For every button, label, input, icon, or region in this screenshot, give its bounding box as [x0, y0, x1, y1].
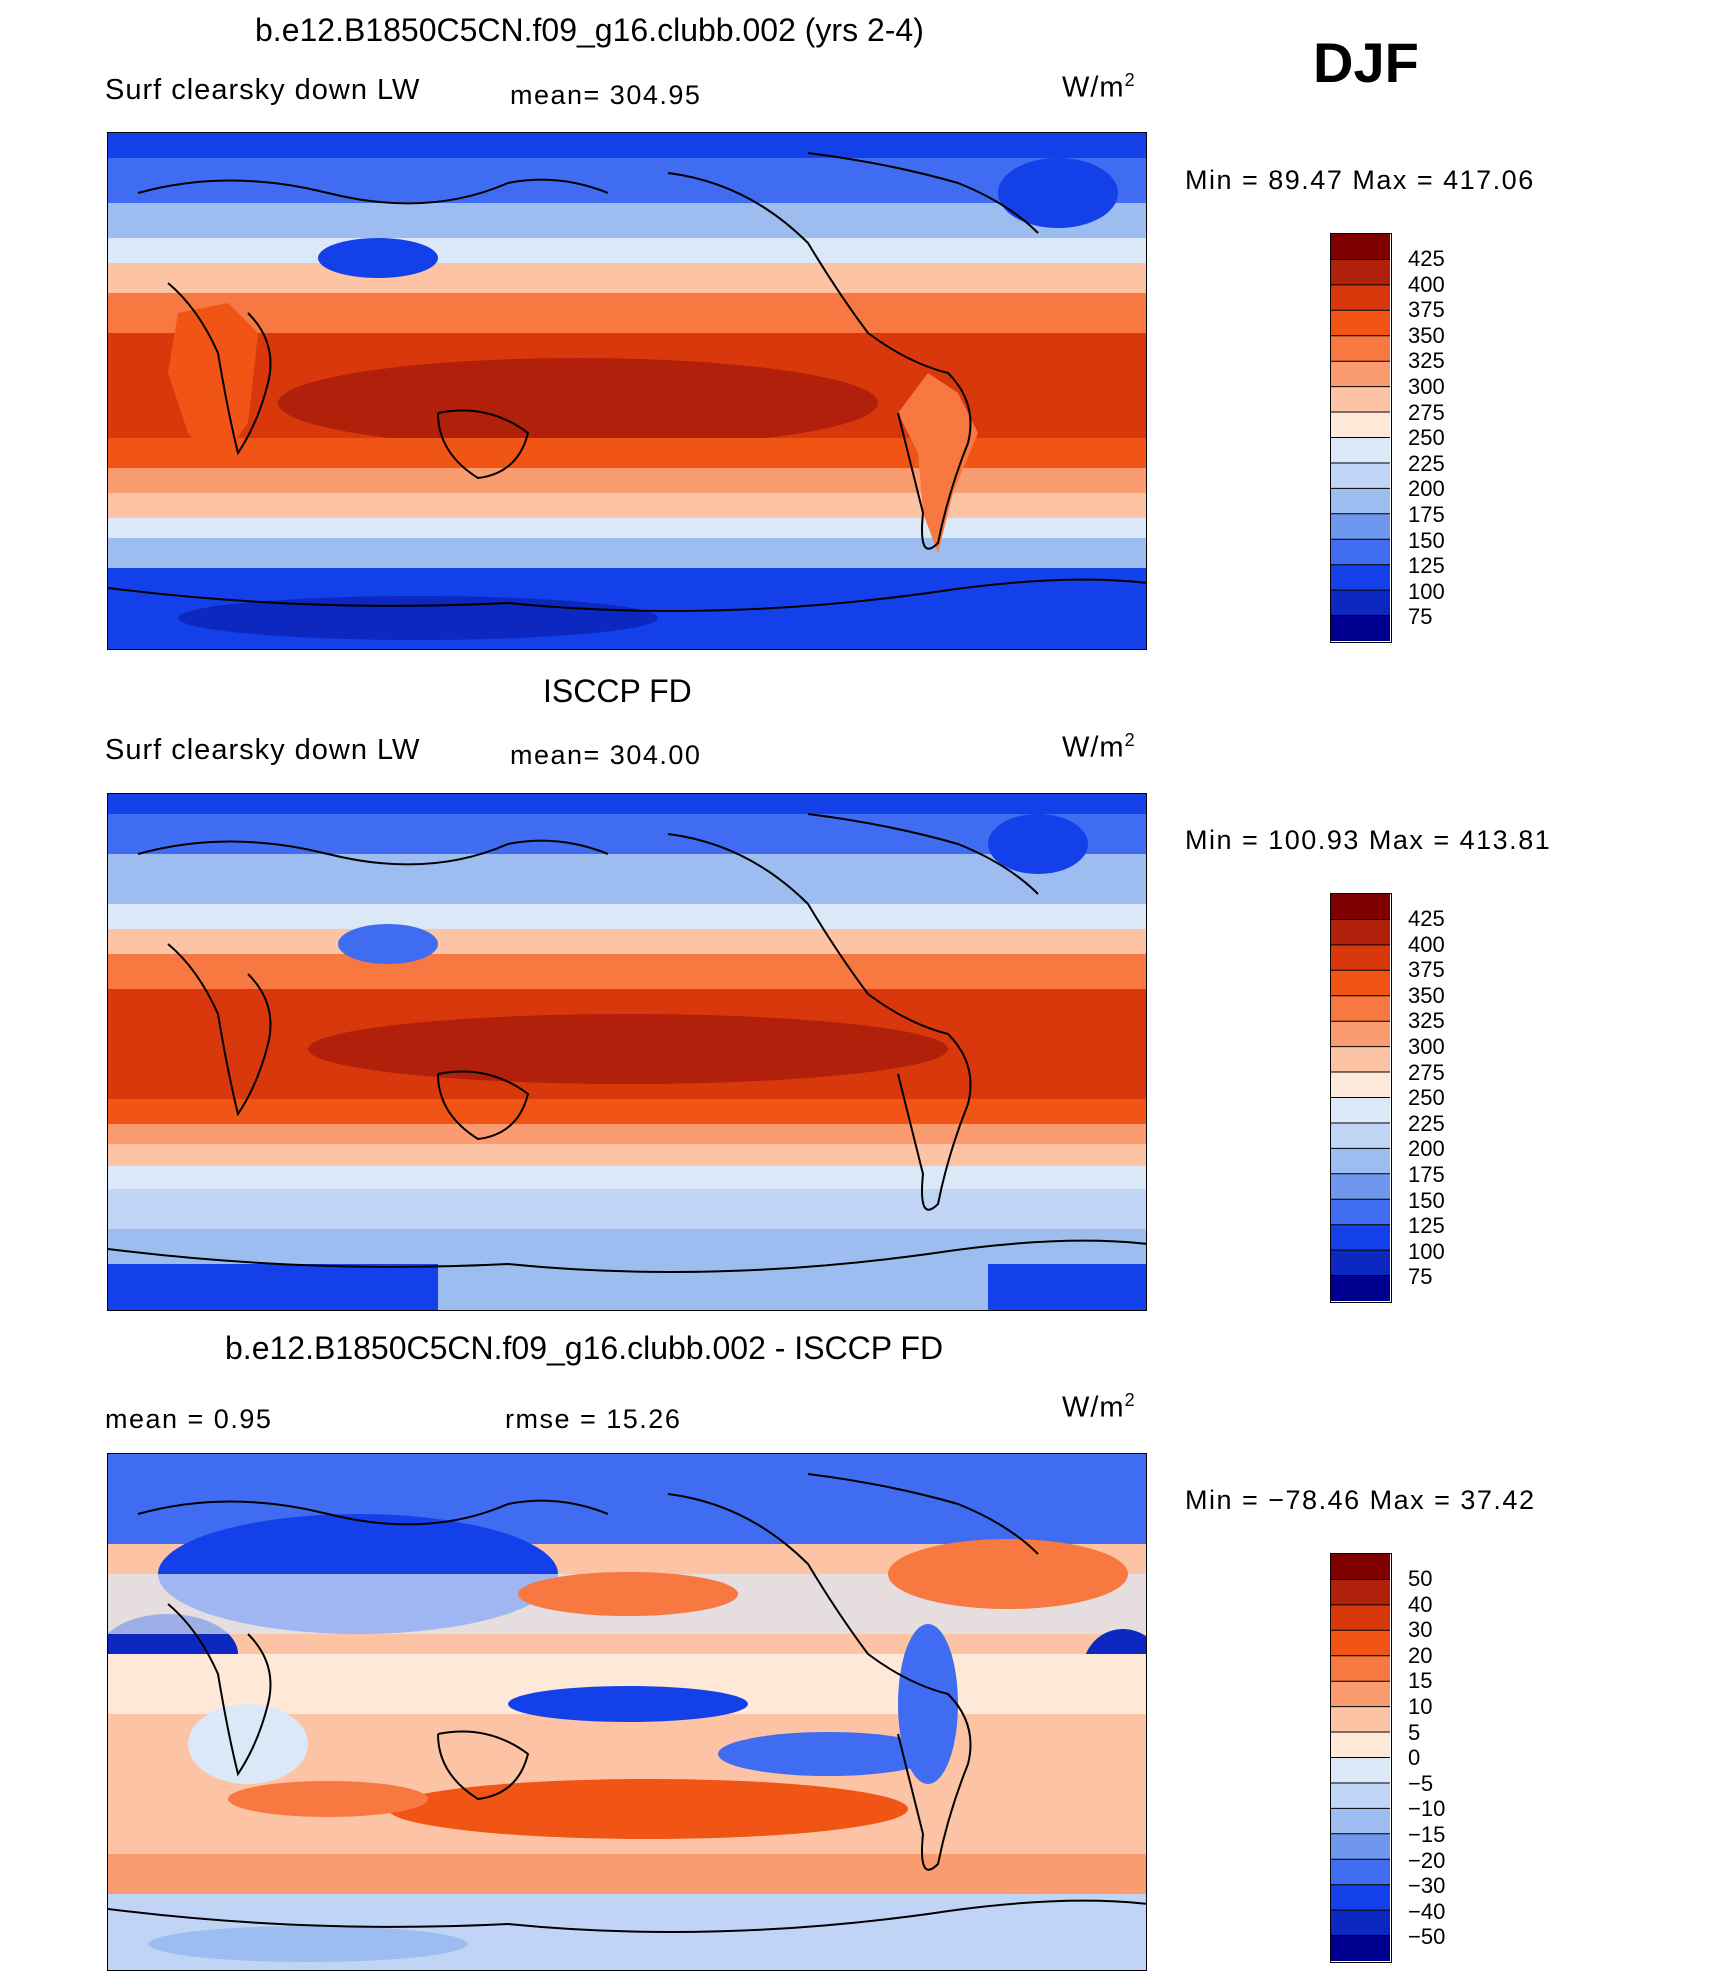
- colorbar-swatch: [1331, 1935, 1390, 1961]
- colorbar-swatch: [1331, 970, 1390, 997]
- panel1-colorbar: [1330, 233, 1392, 643]
- colorbar-swatch: [1331, 1655, 1390, 1682]
- colorbar-swatch: [1331, 1173, 1390, 1200]
- colorbar-swatch: [1331, 335, 1390, 362]
- colorbar-swatch: [1331, 1630, 1390, 1657]
- colorbar-swatch: [1331, 995, 1390, 1022]
- panel2-map-svg: [108, 794, 1146, 1310]
- colorbar-swatch: [1331, 259, 1390, 286]
- panel3-rmse: rmse = 15.26: [505, 1404, 682, 1434]
- colorbar-swatch: [1331, 1910, 1390, 1937]
- colorbar-swatch: [1331, 615, 1390, 641]
- panel1-variable: Surf clearsky down LW: [105, 74, 421, 106]
- colorbar-swatch: [1331, 1808, 1390, 1835]
- colorbar-swatch: [1331, 1604, 1390, 1631]
- panel3-mean: mean = 0.95: [105, 1404, 273, 1434]
- colorbar-swatch: [1331, 1884, 1390, 1911]
- colorbar-swatch: [1331, 1757, 1390, 1784]
- colorbar-swatch: [1331, 590, 1390, 617]
- panel3-map-svg: [108, 1454, 1146, 1970]
- colorbar-swatch: [1331, 1732, 1390, 1758]
- panel1-title: b.e12.B1850C5CN.f09_g16.clubb.002 (yrs 2…: [255, 12, 924, 48]
- colorbar-swatch: [1331, 488, 1390, 515]
- panel2-colorbar-labels: 425 400 375 350 325 300 275 250 225 200 175 15…: [1408, 906, 1445, 1290]
- colorbar-swatch: [1331, 1706, 1390, 1733]
- colorbar-swatch: [1331, 513, 1390, 540]
- panel2-mean: mean= 304.00: [510, 740, 702, 770]
- colorbar-swatch: [1331, 462, 1390, 489]
- colorbar-swatch: [1331, 1859, 1390, 1886]
- colorbar-swatch: [1331, 1579, 1390, 1606]
- panel2-minmax: Min = 100.93 Max = 413.81: [1185, 825, 1552, 855]
- colorbar-swatch: [1331, 1833, 1390, 1860]
- colorbar-swatch: [1331, 1554, 1390, 1580]
- colorbar-swatch: [1331, 1275, 1390, 1301]
- colorbar-swatch: [1331, 944, 1390, 971]
- panel3-map: [107, 1453, 1147, 1971]
- panel2-variable: Surf clearsky down LW: [105, 734, 421, 766]
- panel3-title: b.e12.B1850C5CN.f09_g16.clubb.002 - ISCC…: [225, 1330, 944, 1366]
- colorbar-swatch: [1331, 539, 1390, 566]
- colorbar-swatch: [1331, 361, 1390, 388]
- season-label: DJF: [1313, 31, 1419, 94]
- panel2-map: [107, 793, 1147, 1311]
- colorbar-swatch: [1331, 1199, 1390, 1226]
- colorbar-swatch: [1331, 1782, 1390, 1809]
- colorbar-swatch: [1331, 1224, 1390, 1251]
- colorbar-swatch: [1331, 1021, 1390, 1048]
- colorbar-swatch: [1331, 234, 1390, 260]
- panel3-minmax: Min = −78.46 Max = 37.42: [1185, 1485, 1536, 1515]
- colorbar-swatch: [1331, 412, 1390, 438]
- colorbar-swatch: [1331, 386, 1390, 413]
- colorbar-swatch: [1331, 1046, 1390, 1073]
- colorbar-swatch: [1331, 437, 1390, 464]
- colorbar-swatch: [1331, 894, 1390, 920]
- colorbar-swatch: [1331, 1250, 1390, 1277]
- panel1-mean: mean= 304.95: [510, 80, 702, 110]
- panel3-colorbar: [1330, 1553, 1392, 1963]
- panel3-units: W/m2: [1062, 1390, 1136, 1424]
- colorbar-swatch: [1331, 564, 1390, 591]
- colorbar-swatch: [1331, 1681, 1390, 1708]
- colorbar-swatch: [1331, 310, 1390, 337]
- panel1-colorbar-labels: 425 400 375 350 325 300 275 250 225 200 175 15…: [1408, 246, 1445, 630]
- colorbar-swatch: [1331, 1097, 1390, 1124]
- panel1-map-svg: [108, 133, 1146, 649]
- panel2-units: W/m2: [1062, 730, 1136, 764]
- panel1-units: W/m2: [1062, 70, 1136, 104]
- panel1-minmax: Min = 89.47 Max = 417.06: [1185, 165, 1535, 195]
- colorbar-swatch: [1331, 284, 1390, 311]
- panel2-colorbar: [1330, 893, 1392, 1303]
- colorbar-swatch: [1331, 1122, 1390, 1149]
- panel1-map: [107, 132, 1147, 650]
- colorbar-swatch: [1331, 1148, 1390, 1175]
- colorbar-swatch: [1331, 1072, 1390, 1098]
- colorbar-swatch: [1331, 919, 1390, 946]
- panel2-title: ISCCP FD: [543, 673, 692, 709]
